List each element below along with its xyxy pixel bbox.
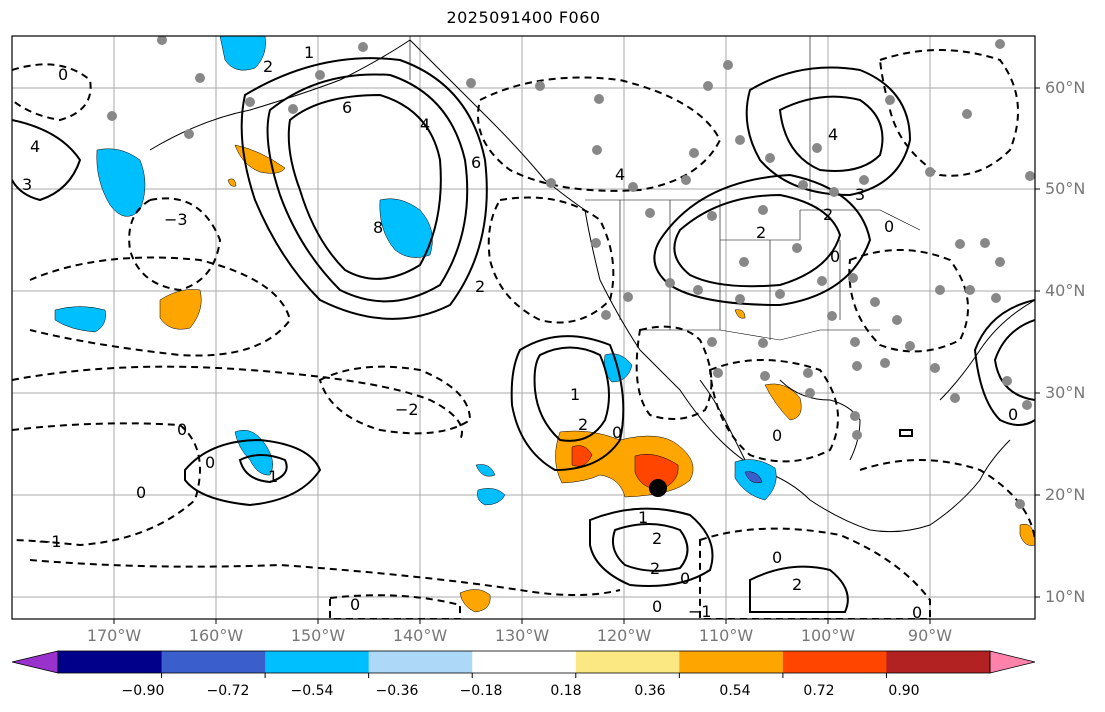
colorbar-tick-label: −0.90 [121, 683, 165, 699]
station-dots [107, 36, 1035, 509]
colorbar-segment [886, 651, 991, 673]
map-title: 2025091400 F060 [446, 8, 601, 27]
colorbar-segment [368, 651, 473, 673]
contour-label: 6 [342, 98, 352, 117]
latitude-label: 10°N [1045, 587, 1086, 606]
longitude-label: 110°W [698, 626, 754, 645]
contour-label: 3 [855, 185, 865, 204]
contour-label: 0 [350, 595, 360, 614]
contour-label: 0 [680, 569, 690, 588]
longitude-label: 150°W [290, 626, 346, 645]
contour-label: −1 [688, 602, 712, 621]
colorbar-tick-label: −0.18 [459, 683, 503, 699]
state-borders [409, 36, 921, 341]
colorbar-segment [782, 651, 887, 673]
contour-label: −2 [395, 400, 419, 419]
contour-label: 4 [828, 125, 838, 144]
contour-label: 2 [652, 529, 662, 548]
contour-label: 2 [475, 277, 485, 296]
contour-label: 2 [823, 205, 833, 224]
coastlines [149, 39, 1035, 533]
longitude-label: 100°W [800, 626, 856, 645]
longitude-label: 120°W [596, 626, 652, 645]
contour-label: 0 [884, 217, 894, 236]
longitude-label: 170°W [86, 626, 142, 645]
contour-label: 2 [756, 223, 766, 242]
colorbar-tick-label: −0.54 [290, 683, 334, 699]
negative-contours [12, 49, 1035, 619]
contour-label: 2 [650, 559, 660, 578]
contour-label: 0 [177, 420, 187, 439]
contour-label: 0 [772, 548, 782, 567]
contour-label: 4 [30, 137, 40, 156]
colorbar-segment [679, 651, 784, 673]
contour-label: 2 [578, 415, 588, 434]
contour-label: 1 [638, 508, 648, 527]
colorbar-segment [58, 651, 163, 673]
latitude-label: 40°N [1045, 281, 1086, 300]
colorbar-tick-label: 0.90 [888, 683, 920, 699]
latitude-label: 60°N [1045, 78, 1086, 97]
black-dot-marker [649, 479, 667, 497]
contour-label: 1 [570, 385, 580, 404]
colorbar-tick-label: 0.72 [803, 683, 835, 699]
gridlines [12, 36, 1035, 619]
contour-label: 0 [772, 426, 782, 445]
colorbar-tick-label: −0.72 [206, 683, 250, 699]
longitude-label: 160°W [188, 626, 244, 645]
contour-value-labels: 6 8 4 1 2 −3 3 2 3 2 4 4 1 2 0 −2 0 0 1 … [22, 43, 1018, 622]
contour-label: 0 [205, 453, 215, 472]
map-frame [11, 35, 1036, 620]
contour-label: −3 [164, 210, 188, 229]
contour-label: 4 [615, 165, 625, 184]
longitude-label: 140°W [392, 626, 448, 645]
latitude-label: 50°N [1045, 179, 1086, 198]
contour-label: 4 [420, 115, 430, 134]
colorbar-segment [161, 651, 266, 673]
contour-label: 6 [471, 153, 481, 172]
longitude-label: 130°W [494, 626, 550, 645]
contour-label: 0 [136, 483, 146, 502]
colorbar-segment [472, 651, 577, 673]
contour-label: 2 [792, 575, 802, 594]
contour-label: −1 [38, 532, 62, 551]
contour-label: 3 [22, 175, 32, 194]
longitude-label: 90°W [907, 626, 953, 645]
colorbar-arrow-left [11, 650, 59, 674]
contour-label: 0 [58, 65, 68, 84]
contour-label: 0 [612, 423, 622, 442]
colorbar-tick-label: −0.36 [375, 683, 419, 699]
colorbar-tick-label: 0.36 [634, 683, 666, 699]
contour-label: 1 [268, 467, 278, 486]
colorbar-outline [57, 650, 991, 674]
contour-label: 2 [263, 57, 273, 76]
axis-ticks [113, 87, 1040, 624]
contour-label: 0 [1008, 405, 1018, 424]
contour-label: 8 [373, 218, 383, 237]
colorbar-arrow-right [989, 650, 1036, 674]
colorbar-tick-label: 0.18 [550, 683, 582, 699]
contour-label: 1 [304, 43, 314, 62]
contour-label: 0 [652, 597, 662, 616]
positive-contours [12, 57, 1035, 613]
latitude-label: 20°N [1045, 485, 1086, 504]
colorbar-segment [575, 651, 680, 673]
contour-label: 0 [830, 247, 840, 266]
colorbar-segment [265, 651, 370, 673]
latitude-label: 30°N [1045, 383, 1086, 402]
contour-label: 0 [912, 603, 922, 622]
small-contour-features [899, 429, 913, 437]
colorbar-tick-label: 0.54 [719, 683, 751, 699]
colorbar [11, 650, 1036, 678]
